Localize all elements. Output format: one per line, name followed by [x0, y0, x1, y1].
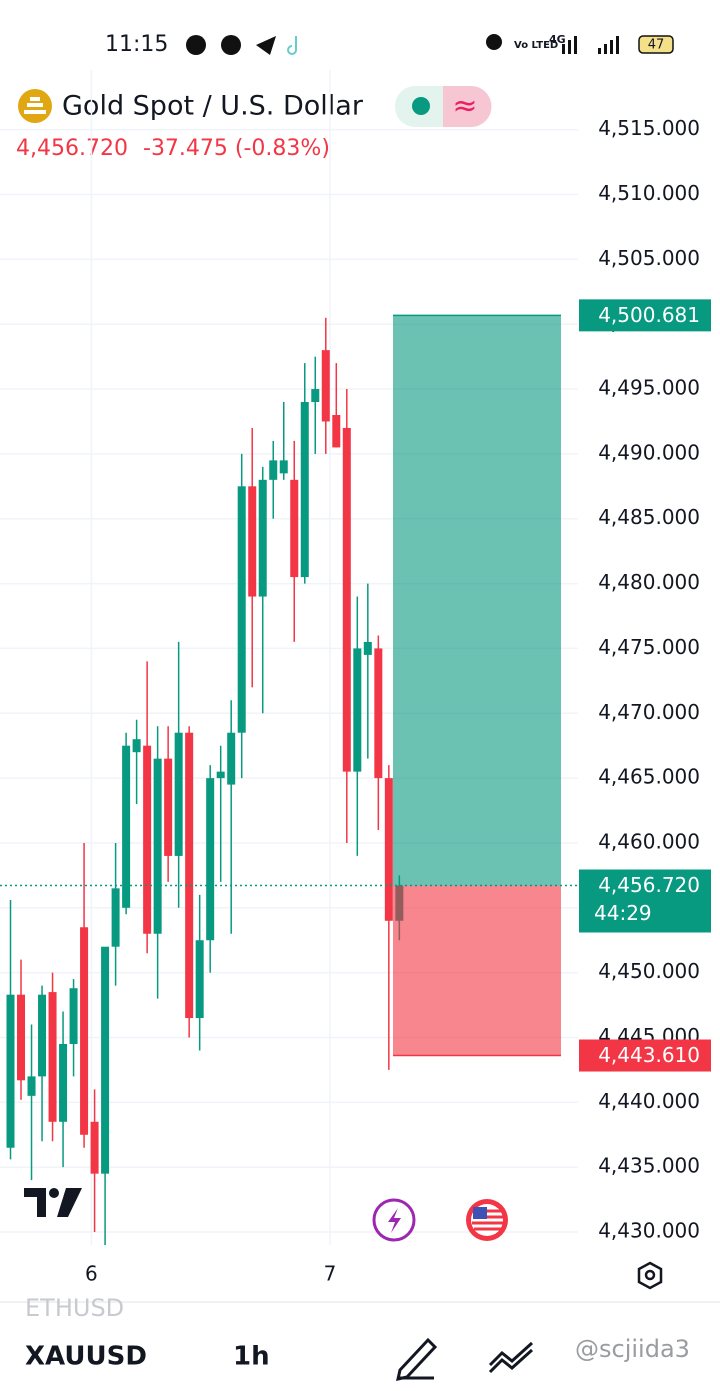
x-tick-label: 6 — [85, 1262, 98, 1286]
candle-body — [237, 486, 246, 733]
flag-canton — [473, 1207, 487, 1219]
candle-body — [195, 940, 204, 1019]
candle-body — [185, 732, 194, 1019]
y-tick-label: 4,490.000 — [598, 440, 700, 464]
settings-icon — [644, 1269, 656, 1281]
settings-button[interactable] — [637, 1261, 663, 1290]
candle-body — [164, 758, 173, 856]
candle-body — [6, 994, 15, 1148]
drawing-button[interactable] — [396, 1337, 438, 1381]
y-tick-label: 4,465.000 — [598, 765, 700, 789]
candle-body — [258, 479, 267, 597]
candle-body — [111, 888, 120, 947]
symbol-button[interactable]: XAUUSD — [25, 1342, 147, 1372]
battery-level: 47 — [648, 38, 665, 53]
flag-stripes — [472, 1209, 503, 1231]
y-tick-label: 4,485.000 — [598, 505, 700, 529]
stop-label: 4,443.610 — [598, 1043, 700, 1067]
status-pill-right — [443, 86, 492, 127]
candle-body — [227, 732, 236, 785]
bottom-bar — [0, 1318, 720, 1391]
delay-badge: ≈ — [452, 89, 477, 124]
y-tick-label: 4,440.000 — [598, 1089, 700, 1113]
candle-body — [279, 460, 288, 474]
candle-body — [300, 402, 309, 578]
candle-body — [59, 1043, 68, 1122]
candle-body — [363, 641, 372, 655]
last-price-box — [579, 869, 711, 933]
status-time: 11:15 — [105, 32, 168, 57]
chart-title: Gold Spot / U.S. Dollar — [62, 91, 364, 122]
last-price-countdown: 44:29 — [594, 901, 652, 925]
y-tick-label: 4,515.000 — [598, 116, 700, 140]
stop-box — [579, 1039, 711, 1072]
profit-zone — [393, 315, 561, 886]
candle-body — [174, 732, 183, 856]
y-tick-label: 4,435.000 — [598, 1154, 700, 1178]
candle-body — [90, 1121, 99, 1174]
candle-body — [17, 994, 26, 1081]
candle-body — [132, 739, 141, 753]
candle-body — [290, 479, 299, 578]
plot: 4,430.0004,435.0004,440.0004,445.0004,45… — [0, 70, 711, 1286]
symbol-icon-bars — [24, 97, 46, 114]
candle-body — [374, 648, 383, 779]
interval-button[interactable]: 1h — [233, 1342, 270, 1372]
candle-body — [342, 427, 351, 772]
previous-symbol: ETHUSD — [25, 1294, 124, 1322]
candle-body — [216, 771, 225, 779]
candle-body — [143, 745, 152, 934]
loss-zone — [393, 885, 561, 1056]
market-open-dot — [412, 97, 430, 115]
lightning-icon — [388, 1208, 401, 1233]
candle-body — [206, 778, 215, 941]
status-network: Vo LTED — [514, 40, 558, 51]
y-tick-label: 4,505.000 — [598, 246, 700, 270]
candle-body — [153, 758, 162, 934]
candle-body — [69, 988, 78, 1044]
last-price-label: 4,456.720 — [598, 873, 700, 897]
watermark: @scjiida3 — [575, 1335, 690, 1363]
candle-body — [48, 992, 57, 1122]
candle-body — [122, 745, 131, 908]
indicators-button[interactable] — [488, 1341, 534, 1374]
candle-body — [311, 389, 320, 403]
candle-body — [80, 927, 89, 1135]
status-icons — [186, 34, 619, 55]
candle-body — [38, 994, 47, 1077]
header-change: -37.475 (-0.83%) — [143, 136, 330, 161]
candle-body — [248, 486, 257, 597]
target-label: 4,500.681 — [598, 303, 700, 327]
battery — [638, 35, 674, 54]
candle-body — [321, 350, 330, 422]
y-tick-label: 4,510.000 — [598, 181, 700, 205]
tv-logo — [24, 1188, 82, 1217]
candle-body — [27, 1076, 36, 1096]
y-tick-label: 4,430.000 — [598, 1219, 700, 1243]
candle-body — [384, 778, 393, 921]
y-tick-label: 4,495.000 — [598, 376, 700, 400]
y-tick-label: 4,475.000 — [598, 635, 700, 659]
candle-body — [353, 648, 362, 772]
candle-body — [332, 414, 341, 448]
x-tick-label: 7 — [324, 1262, 337, 1286]
candle-body — [269, 460, 278, 480]
header-price: 4,456.720 — [16, 136, 128, 161]
status-signal: 4G — [549, 33, 566, 46]
y-tick-label: 4,450.000 — [598, 959, 700, 983]
target-box — [579, 299, 711, 332]
y-tick-label: 4,460.000 — [598, 829, 700, 853]
y-tick-label: 4,470.000 — [598, 700, 700, 724]
y-tick-label: 4,480.000 — [598, 570, 700, 594]
candle-body — [101, 946, 110, 1174]
